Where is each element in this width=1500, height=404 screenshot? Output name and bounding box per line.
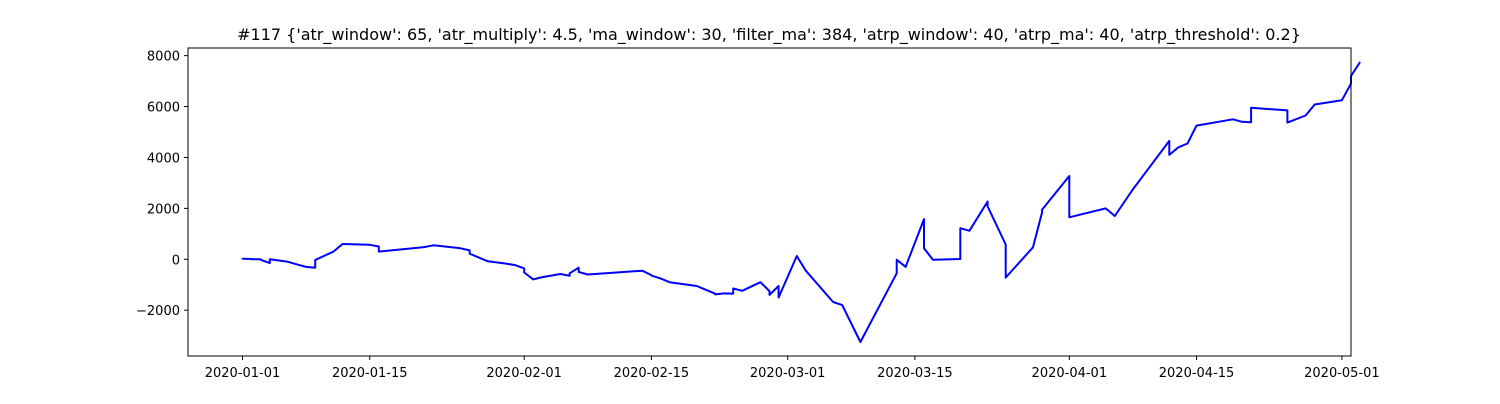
chart-title: #117 {'atr_window': 65, 'atr_multiply': … xyxy=(237,25,1301,45)
x-axis: 2020-01-01 2020-01-15 2020-02-01 2020-02-15… xyxy=(205,356,1380,381)
x-tick-label: 2020-05-01 xyxy=(1304,366,1380,381)
x-tick-label: 2020-01-01 xyxy=(205,366,281,381)
x-tick-label: 2020-04-15 xyxy=(1159,366,1235,381)
y-tick-label: 4000 xyxy=(147,151,180,166)
x-tick-label: 2020-01-15 xyxy=(332,366,408,381)
plot-area xyxy=(241,61,1361,343)
series-line xyxy=(241,61,1361,343)
y-tick-label: 2000 xyxy=(147,202,180,217)
x-tick-label: 2020-04-01 xyxy=(1032,366,1108,381)
x-tick-label: 2020-03-15 xyxy=(877,366,953,381)
plot-frame xyxy=(187,47,1352,357)
y-tick-label: −2000 xyxy=(136,304,180,319)
x-tick-label: 2020-03-01 xyxy=(750,366,826,381)
x-tick-label: 2020-02-15 xyxy=(614,366,690,381)
x-tick-label: 2020-02-01 xyxy=(486,366,562,381)
y-axis: −2000 0 2000 4000 6000 8000 xyxy=(136,50,188,319)
y-tick-label: 6000 xyxy=(147,101,180,116)
y-tick-label: 0 xyxy=(172,253,180,268)
y-tick-label: 8000 xyxy=(147,50,180,65)
